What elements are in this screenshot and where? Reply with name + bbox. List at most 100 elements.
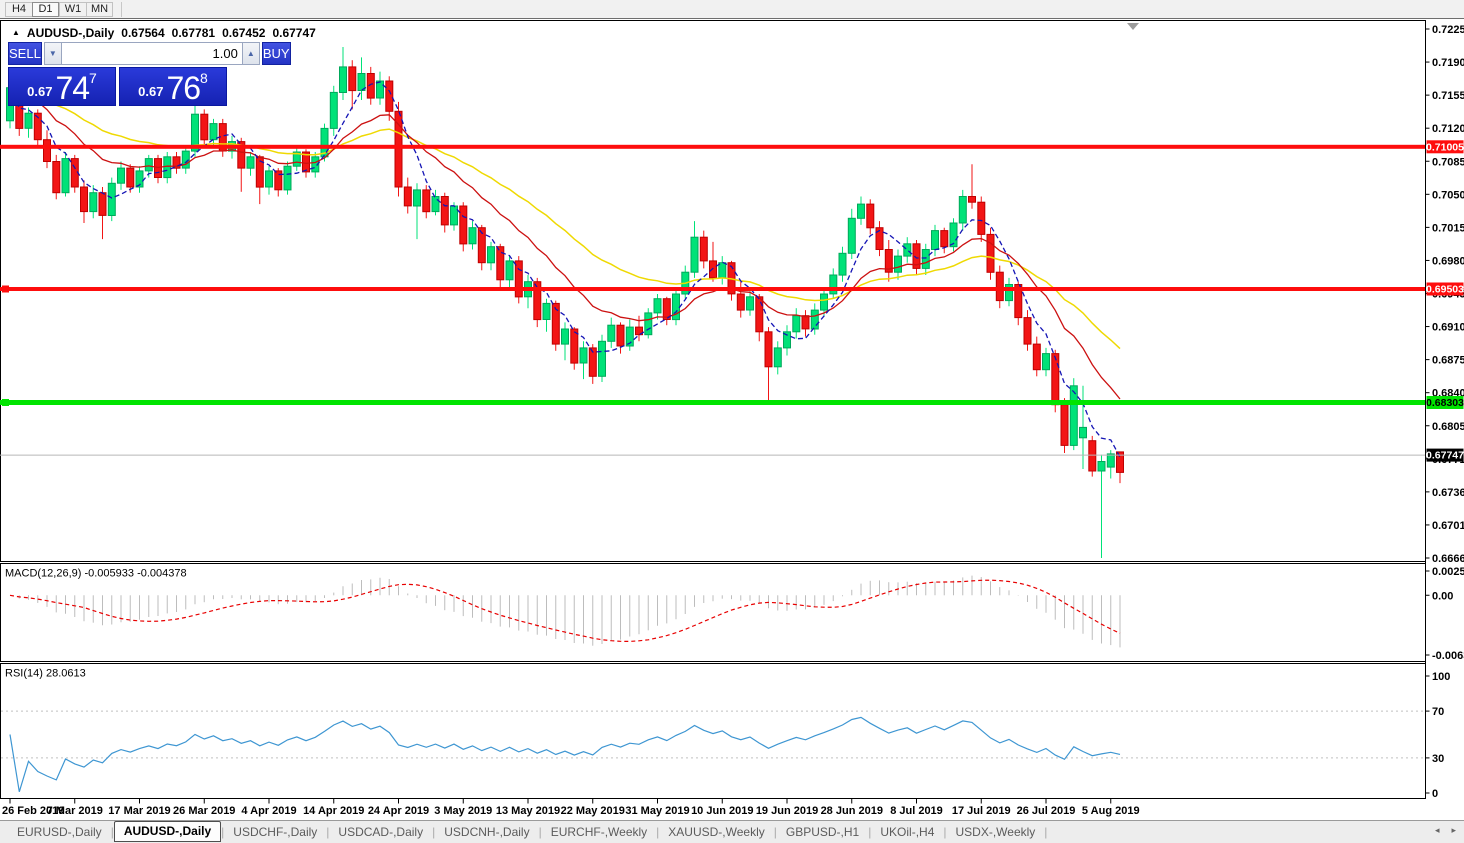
candle [98, 192, 107, 216]
current-price-badge-bg [1426, 448, 1464, 462]
candle [311, 156, 320, 173]
candle [598, 340, 606, 377]
candle [302, 151, 310, 173]
candle [61, 158, 70, 194]
timeframe-button-mn[interactable]: MN [86, 1, 114, 17]
candle [561, 328, 569, 345]
candle [625, 326, 634, 347]
candle [662, 298, 671, 321]
tab-separator: | [1044, 825, 1048, 839]
candle [801, 315, 810, 330]
tab-xauusd-weekly[interactable]: XAUUSD-,Weekly [668, 824, 765, 839]
candle [847, 217, 856, 254]
date-axis-label: 14 Apr 2019 [303, 805, 364, 817]
sell-price-pip: 7 [89, 70, 97, 86]
candle [329, 91, 338, 129]
rsi-axis-label: 0 [1432, 788, 1438, 800]
tab-scroll-left-icon[interactable]: ◂ [1434, 825, 1440, 835]
tab-eurusd-daily[interactable]: EURUSD-,Daily [17, 824, 102, 839]
tab-audusd-daily[interactable]: AUDUSD-,Daily [113, 820, 222, 842]
buy-price-tile[interactable]: 0.67 76 8 [119, 67, 227, 106]
tab-separator: | [868, 825, 872, 839]
support-line[interactable] [0, 400, 1425, 405]
candle [43, 139, 51, 162]
candle [292, 151, 301, 167]
candle [376, 80, 384, 99]
candle [968, 196, 976, 203]
line-handle[interactable] [2, 399, 9, 406]
candle [33, 112, 42, 141]
volume-decrease-button[interactable]: ▼ [43, 42, 62, 65]
date-axis-label: 7 Mar 2019 [47, 805, 103, 817]
resistance-line-2[interactable] [0, 287, 1425, 291]
candle [200, 113, 209, 141]
rsi-axis-label: 100 [1432, 671, 1450, 683]
date-axis-label: 24 Apr 2019 [368, 805, 429, 817]
hline-price-badge-bg [1426, 140, 1464, 154]
scroll-to-end-icon[interactable] [1127, 23, 1139, 30]
buy-button[interactable]: BUY [261, 42, 291, 65]
toolbar-separator [113, 1, 123, 17]
collapse-icon[interactable]: ▲ [12, 27, 20, 37]
chart-tabs: EURUSD-,Daily | AUDUSD-,Daily | USDCHF-,Dail… [8, 820, 1048, 843]
candle [1014, 284, 1023, 319]
tab-gbpusd-h1[interactable]: GBPUSD-,H1 [785, 824, 860, 839]
candle [653, 298, 662, 314]
candle [283, 165, 292, 191]
macd-axis-label: -0.006338 [1432, 650, 1464, 662]
macd-histogram [18, 575, 1121, 648]
tab-separator: | [773, 825, 777, 839]
tab-separator: | [221, 825, 225, 839]
date-axis-label: 13 May 2019 [496, 805, 560, 817]
timeframe-button-h4[interactable]: H4 [5, 1, 32, 17]
candle [459, 205, 468, 245]
tab-eurchf-weekly[interactable]: EURCHF-,Weekly [550, 824, 648, 839]
tab-usdcad-daily[interactable]: USDCAD-,Daily [338, 824, 424, 839]
tab-separator: | [110, 825, 114, 839]
candle [829, 274, 838, 295]
resistance-line-1[interactable] [0, 144, 1425, 149]
sell-price-tile[interactable]: 0.67 74 7 [8, 67, 116, 106]
sell-button[interactable]: SELL [8, 42, 42, 65]
line-handle[interactable] [2, 285, 9, 293]
date-axis-label: 10 Jun 2019 [691, 805, 753, 817]
tab-usdchf-daily[interactable]: USDCHF-,Daily [233, 824, 318, 839]
candle [1060, 404, 1069, 446]
chart-title: ▲ AUDUSD-,Daily 0.67564 0.67781 0.67452 … [12, 26, 316, 40]
candle [348, 66, 357, 92]
timeframe-button-d1[interactable]: D1 [32, 1, 59, 17]
volume-input[interactable] [61, 42, 242, 65]
tab-scroll-right-icon[interactable]: ▸ [1451, 825, 1456, 835]
candle [1106, 453, 1115, 468]
candle [616, 324, 625, 347]
timeframe-button-w1[interactable]: W1 [59, 1, 86, 17]
volume-increase-button[interactable]: ▲ [241, 42, 260, 65]
candle [403, 186, 412, 207]
candle [413, 189, 421, 207]
candle [274, 170, 283, 191]
tab-separator: | [432, 825, 436, 839]
hline-price-badge: 0.68303 [1426, 397, 1464, 409]
tab-ukoil-h4[interactable]: UKOil-,H4 [880, 824, 935, 839]
candle [366, 73, 375, 99]
buy-price-prefix: 0.67 [138, 84, 164, 99]
candle [24, 112, 33, 129]
date-axis-label: 3 May 2019 [434, 805, 492, 817]
candle [440, 196, 449, 226]
volume-spinner: ▼ ▲ [43, 42, 260, 65]
ohlc-low-value: 0.67452 [222, 26, 266, 40]
candle [644, 312, 653, 336]
macd-label: MACD(12,26,9) -0.005933 -0.004378 [5, 568, 187, 580]
candle [690, 236, 699, 273]
date-axis-label: 26 Mar 2019 [173, 805, 235, 817]
tab-usdx-weekly[interactable]: USDX-,Weekly [955, 824, 1036, 839]
candle [764, 331, 773, 368]
tab-usdcnh-daily[interactable]: USDCNH-,Daily [444, 824, 530, 839]
one-click-trading-panel: SELL ▼ ▲ BUY 0.67 74 7 [8, 42, 291, 106]
candle [542, 302, 551, 320]
